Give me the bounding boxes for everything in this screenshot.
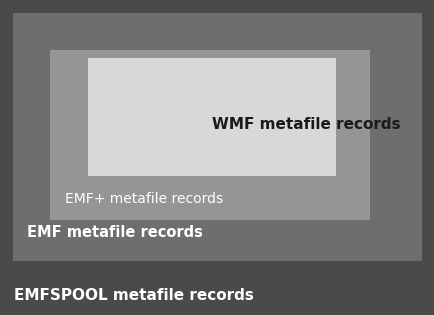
- Bar: [13, 13, 421, 261]
- Text: EMFSPOOL metafile records: EMFSPOOL metafile records: [14, 288, 253, 303]
- Bar: [50, 50, 369, 220]
- Text: EMF+ metafile records: EMF+ metafile records: [65, 192, 223, 206]
- Bar: [88, 58, 335, 176]
- Text: WMF metafile records: WMF metafile records: [211, 117, 400, 132]
- Text: EMF metafile records: EMF metafile records: [27, 225, 202, 240]
